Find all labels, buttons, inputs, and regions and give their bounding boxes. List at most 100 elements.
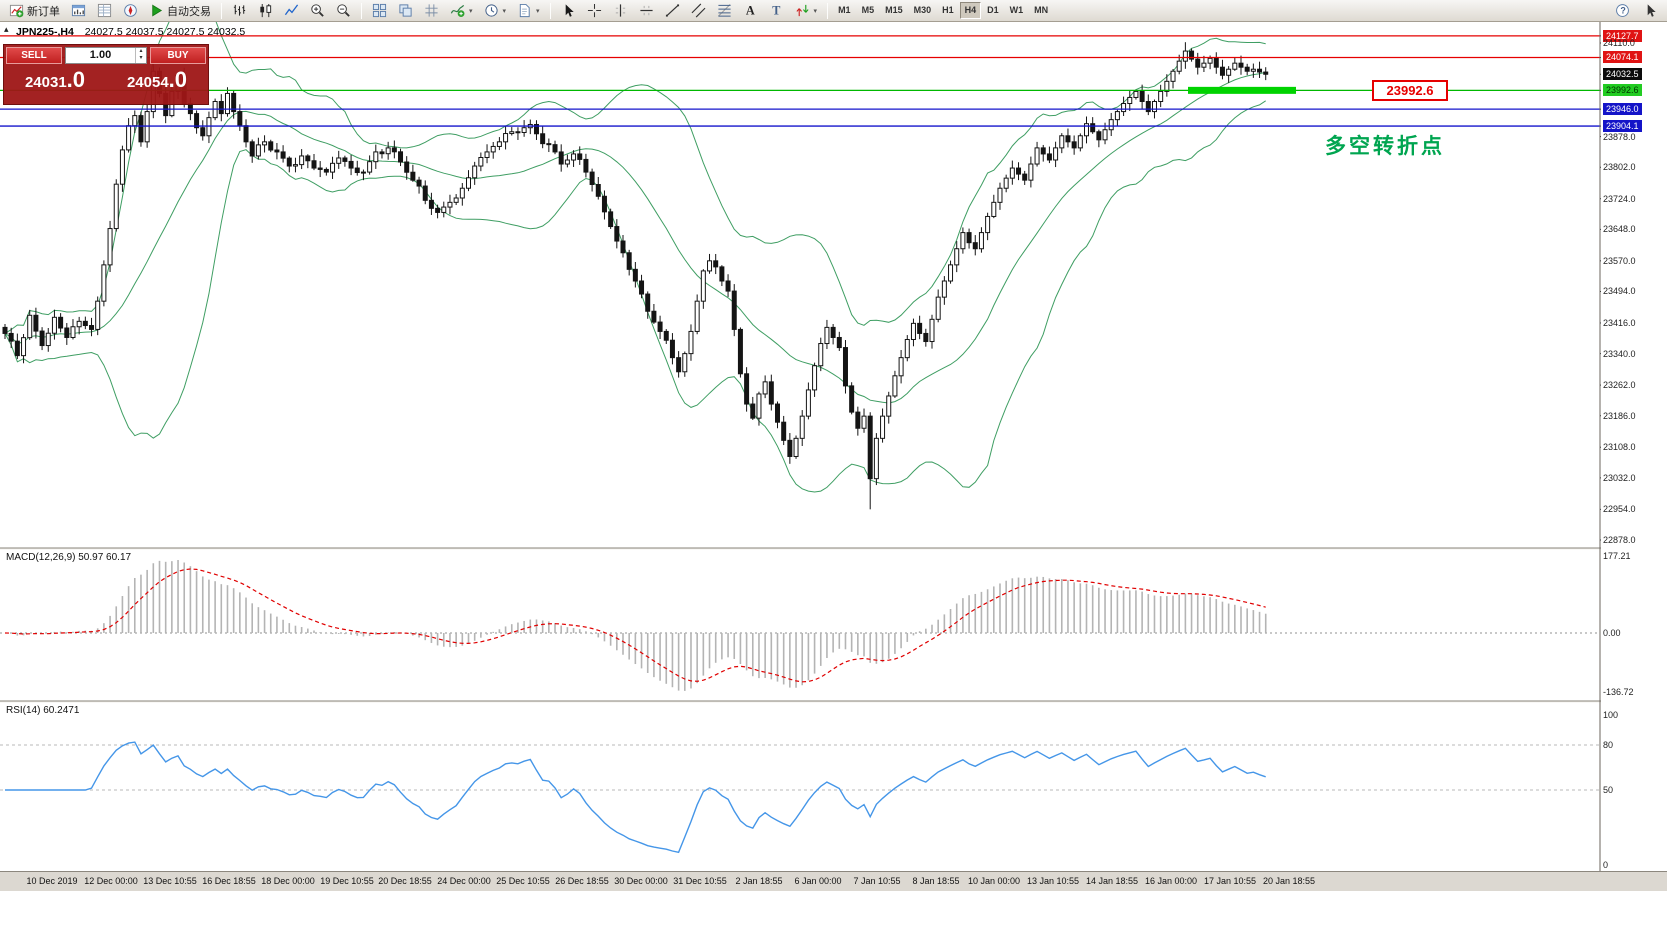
volume-value: 1.00 <box>89 49 112 61</box>
autotrading-button[interactable]: 自动交易 <box>144 1 216 20</box>
chart-canvas[interactable] <box>0 22 1667 871</box>
trendline-icon <box>665 3 680 18</box>
new-order-button[interactable]: 新订单 <box>4 1 65 20</box>
periods-button[interactable]: ▾ <box>479 1 512 20</box>
zoom-out-icon <box>336 3 351 18</box>
price-axis[interactable]: 24127.7 24110.0 24074.1 24032.5 23992.6 23946… <box>1601 22 1667 871</box>
chart-window-icon <box>71 3 86 18</box>
zoom-in-icon <box>310 3 325 18</box>
navigator-button[interactable] <box>118 1 143 20</box>
cursor-icon <box>561 3 576 18</box>
fibonacci-button[interactable] <box>712 1 737 20</box>
help-button[interactable]: ? <box>1610 1 1635 20</box>
toolbar-group: 新订单 自动交易 <box>4 1 216 20</box>
axis-tick-24110.0: 24110.0 <box>1603 38 1635 48</box>
axis-tick-23262.0: 23262.0 <box>1603 380 1636 390</box>
axis-tick-23992.6: 23992.6 <box>1603 84 1642 96</box>
timeframe-H1[interactable]: H1 <box>937 2 959 19</box>
volume-spinner[interactable]: ▴ ▾ <box>135 48 146 63</box>
toolbar-separator <box>549 2 551 19</box>
axis-tick-23648.0: 23648.0 <box>1603 224 1636 234</box>
text-label-button[interactable]: T <box>764 1 789 20</box>
volume-up-icon[interactable]: ▴ <box>139 48 143 54</box>
timeframe-D1[interactable]: D1 <box>982 2 1004 19</box>
timeframe-MN[interactable]: MN <box>1029 2 1053 19</box>
tile-icon <box>372 3 387 18</box>
vertical-line-button[interactable] <box>608 1 633 20</box>
crosshair-tool-button[interactable] <box>582 1 607 20</box>
time-label: 18 Dec 00:00 <box>261 876 315 886</box>
trend-highlight-segment[interactable] <box>1188 86 1296 94</box>
channel-button[interactable] <box>686 1 711 20</box>
templates-button[interactable]: ▾ <box>512 1 545 20</box>
chart-background <box>0 22 1667 871</box>
chevron-down-icon: ▾ <box>469 7 473 15</box>
axis-tick-0.00: 0.00 <box>1603 628 1621 638</box>
navigator-icon <box>123 3 138 18</box>
new-chart-button[interactable] <box>66 1 91 20</box>
trendline-button[interactable] <box>660 1 685 20</box>
timeframe-M30[interactable]: M30 <box>909 2 937 19</box>
one-click-trade-panel: SELL 1.00 ▴ ▾ BUY 24031.0 24054.0 <box>3 44 209 105</box>
volume-down-icon[interactable]: ▾ <box>139 55 143 61</box>
macd-signal-line <box>4 568 1266 683</box>
tile-windows-button[interactable] <box>367 1 392 20</box>
crosshair-icon <box>587 3 602 18</box>
chevron-down-icon: ▾ <box>813 7 818 15</box>
time-label: 25 Dec 10:55 <box>496 876 550 886</box>
cursor-tool-button[interactable] <box>556 1 581 20</box>
level-price-label[interactable]: 23992.6 <box>1372 80 1448 101</box>
axis-tick-22878.0: 22878.0 <box>1603 535 1636 545</box>
timeframe-M15[interactable]: M15 <box>880 2 908 19</box>
timeframe-H4[interactable]: H4 <box>959 2 982 19</box>
bollinger-middle <box>4 71 1266 404</box>
pointer-icon <box>1643 3 1658 18</box>
time-label: 30 Dec 00:00 <box>614 876 668 886</box>
line-icon <box>284 3 299 18</box>
axis-tick-24127.7: 24127.7 <box>1603 30 1642 42</box>
axis-tick-23946.0: 23946.0 <box>1603 103 1642 115</box>
toolbar-group: ▾ ▾ ▾ <box>367 1 545 20</box>
buy-button[interactable]: BUY <box>150 47 206 64</box>
buy-price-main: 24054 <box>126 74 169 91</box>
bollinger-upper <box>4 22 1266 334</box>
vline-icon <box>613 3 628 18</box>
horizontal-line-button[interactable] <box>634 1 659 20</box>
time-label: 20 Jan 18:55 <box>1262 876 1316 886</box>
time-axis[interactable]: 10 Dec 2019 12 Dec 00:00 13 Dec 10:55 16 De… <box>0 871 1667 891</box>
axis-tick-23802.0: 23802.0 <box>1603 162 1636 172</box>
mouse-pointer[interactable] <box>1638 1 1663 20</box>
sell-price[interactable]: 24031.0 <box>4 67 106 93</box>
buy-price[interactable]: 24054.0 <box>106 67 208 93</box>
timeframe-M5[interactable]: M5 <box>857 2 880 19</box>
trade-panel-collapse-icon[interactable]: ▴ <box>4 24 9 34</box>
volume-field[interactable]: 1.00 ▴ ▾ <box>65 47 147 64</box>
grid-button[interactable] <box>419 1 444 20</box>
bar-chart-button[interactable] <box>227 1 252 20</box>
axis-tick-23878.0: 23878.0 <box>1603 132 1636 142</box>
axis-tick-80: 80 <box>1603 740 1614 750</box>
new-order-icon <box>9 3 24 18</box>
sell-button[interactable]: SELL <box>6 47 62 64</box>
arrows-button[interactable]: ▾ <box>790 1 823 20</box>
zoom-out-button[interactable] <box>331 1 356 20</box>
annotation-text[interactable]: 多空转折点 <box>1325 135 1445 158</box>
help-icon: ? <box>1615 3 1630 18</box>
axis-tick-23724.0: 23724.0 <box>1603 194 1636 204</box>
text-button[interactable]: A <box>738 1 763 20</box>
axis-tick-100: 100 <box>1603 710 1619 720</box>
channel-icon <box>691 3 706 18</box>
axis-tick-50: 50 <box>1603 785 1614 795</box>
chevron-down-icon: ▾ <box>502 7 507 15</box>
cascade-windows-button[interactable] <box>393 1 418 20</box>
line-chart-button[interactable] <box>279 1 304 20</box>
new-order-button-label: 新订单 <box>27 5 60 18</box>
zoom-in-button[interactable] <box>305 1 330 20</box>
candlestick-chart-button[interactable] <box>253 1 278 20</box>
timeframe-M1[interactable]: M1 <box>833 2 856 19</box>
market-watch-button[interactable] <box>92 1 117 20</box>
timeframe-W1[interactable]: W1 <box>1005 2 1029 19</box>
indicators-button[interactable]: ▾ <box>445 1 478 20</box>
timeframe-group: M1 M5 M15 M30 H1 H4 D1 W1 MN <box>833 2 1053 19</box>
